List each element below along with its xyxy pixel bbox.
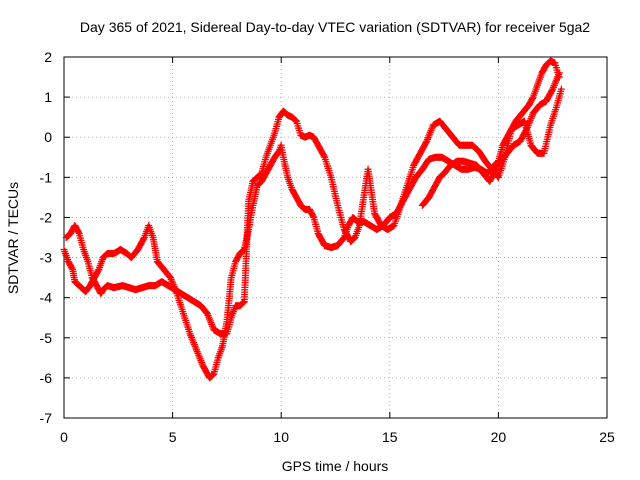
y-tick-label: -5 [40,330,53,346]
y-tick-label: -1 [40,169,53,185]
x-tick-label: 10 [273,429,289,445]
y-tick-label: -7 [40,410,53,426]
data-point [208,371,216,379]
data-point [291,116,299,124]
chart-title: Day 365 of 2021, Sidereal Day-to-day VTE… [80,19,590,35]
data-point [239,247,247,255]
axis-ticks [63,56,608,419]
data-point [548,86,556,94]
x-tick-label: 0 [60,429,68,445]
x-tick-label: 20 [491,429,507,445]
data-point [292,117,300,125]
y-tick-label: -6 [40,370,53,386]
data-point [140,235,148,243]
data-point [68,264,76,272]
y-tick-label: -4 [40,290,53,306]
data-point [555,73,563,81]
data-point [74,228,82,236]
y-tick-label: -3 [40,250,53,266]
grid [64,57,607,418]
data-point [309,212,317,220]
y-axis-label: SDTVAR / TECUs [5,182,21,294]
y-tick-label: -2 [40,209,53,225]
x-tick-label: 25 [599,429,615,445]
y-tick-label: 2 [44,49,52,65]
y-tick-label: 0 [44,129,52,145]
data-point [94,267,102,275]
data-point [422,139,430,147]
y-tick-labels: -7 -6 -5 -4 -3 -2 -1 0 1 2 [40,49,53,426]
x-tick-label: 5 [169,429,177,445]
data-point [320,152,328,160]
data-point [256,171,264,179]
series-track-a [60,69,563,382]
data-point [528,94,536,102]
series-track-c [418,57,563,209]
data-points [60,57,565,382]
data-point [557,85,565,93]
x-axis-label: GPS time / hours [282,458,389,474]
data-point [240,298,248,306]
data-point [492,167,500,175]
y-tick-label: 1 [44,89,52,105]
x-tick-labels: 0 5 10 15 20 25 [60,429,615,445]
series-track-b [62,85,565,338]
x-tick-label: 15 [382,429,398,445]
data-point [239,299,247,307]
